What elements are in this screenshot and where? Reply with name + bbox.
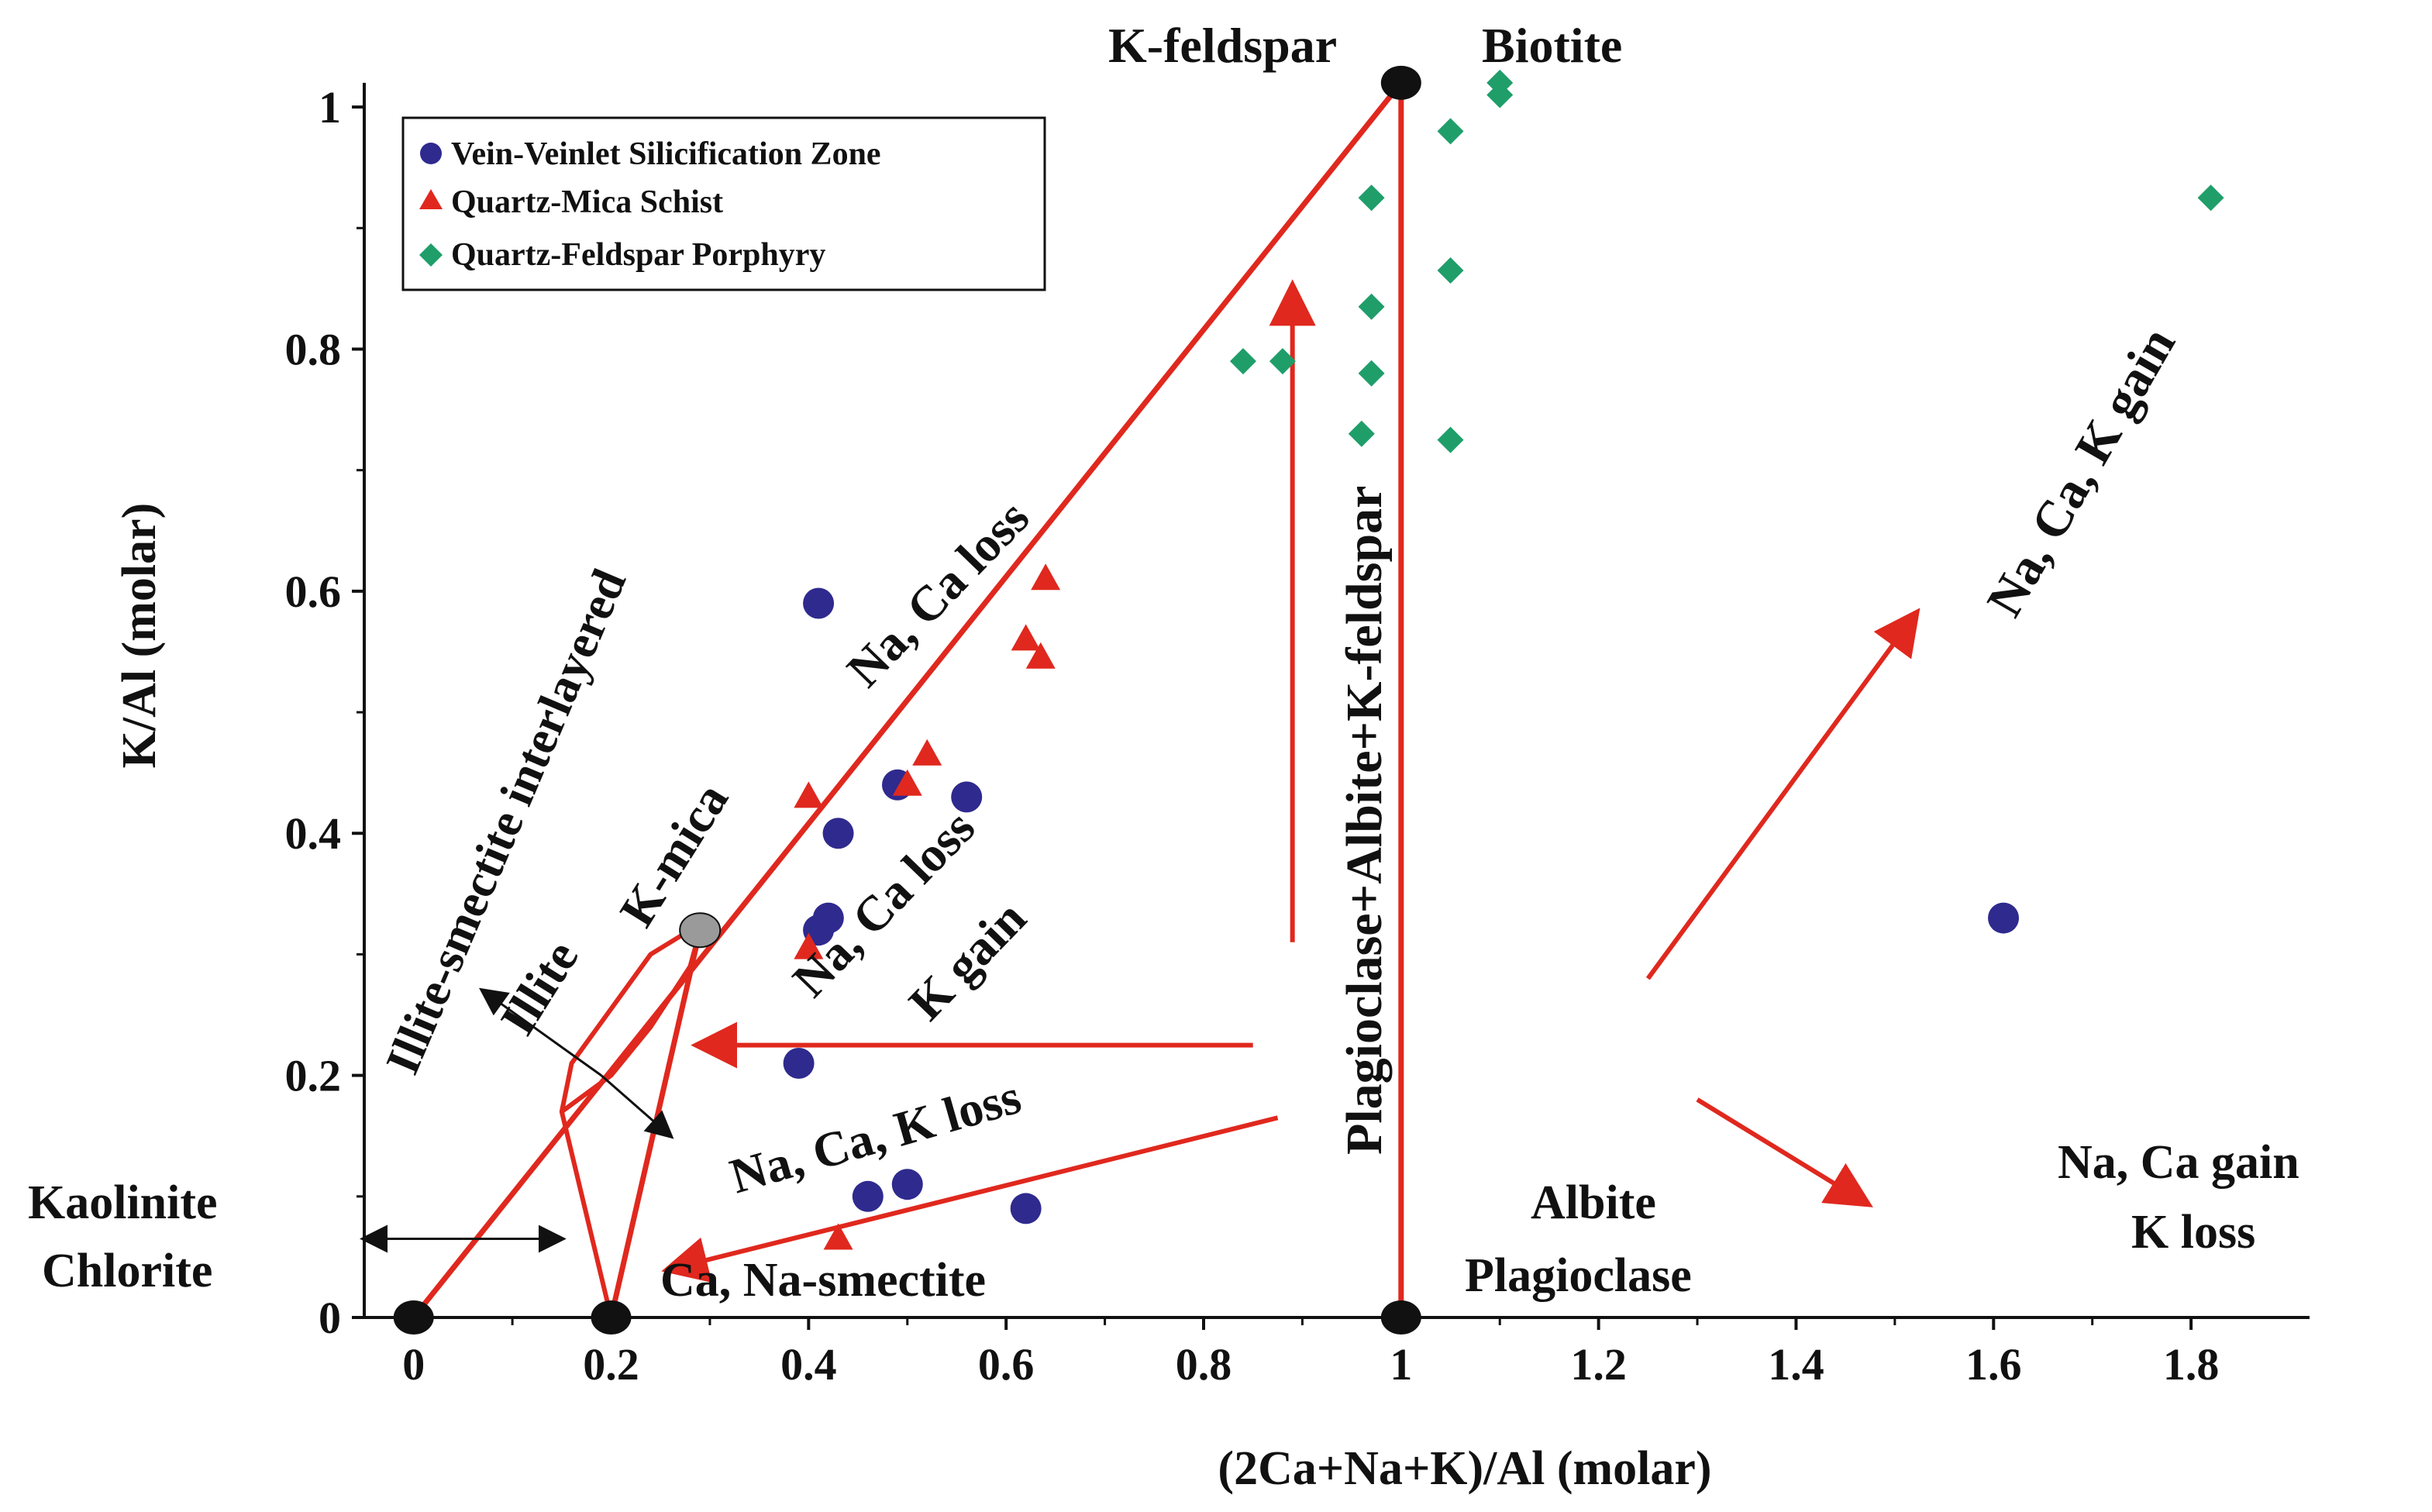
x-tick-label: 0.6 xyxy=(978,1339,1035,1390)
label-plagioclase: Plagioclase xyxy=(1465,1249,1692,1302)
label-illite: Illite xyxy=(490,931,589,1044)
vein-veinlet-point xyxy=(803,587,835,619)
mineral-nodes xyxy=(393,65,1421,1335)
y-tick-label: 0 xyxy=(319,1293,341,1343)
x-tick-label: 0.8 xyxy=(1176,1339,1232,1390)
label-smectite: Ca, Na-smectite xyxy=(660,1254,986,1307)
y-tick-label: 1 xyxy=(319,82,341,133)
mineral-node xyxy=(679,912,722,949)
mineral-node xyxy=(393,1300,434,1335)
label-kaolinite: Kaolinite xyxy=(28,1176,218,1229)
legend-porphyry-marker xyxy=(419,243,443,267)
label-k-mica: K-mica xyxy=(609,773,739,935)
trend-arrows xyxy=(360,279,1920,1283)
legend-vein-label: Vein-Veinlet Silicification Zone xyxy=(451,136,881,172)
x-tick-label: 0.4 xyxy=(780,1339,837,1390)
label-feldspar-trend: Plagioclase+Albite+K-feldspar xyxy=(1336,486,1393,1155)
label-na-ca-loss-k-gain-line2: K gain xyxy=(898,890,1036,1031)
x-axis-label: (2Ca+Na+K)/Al (molar) xyxy=(1218,1442,1711,1495)
quartz-feldspar-porphyry-point xyxy=(1437,257,1464,284)
y-tick-label: 0.2 xyxy=(285,1051,342,1101)
quartz-mica-schist-point xyxy=(823,1223,853,1250)
legend-schist-marker xyxy=(419,189,443,209)
arrow-na-ca-k-gain xyxy=(1645,608,1920,980)
vein-veinlet-point xyxy=(1988,902,2020,934)
arrow-na-ca-gain-k-loss xyxy=(1696,1097,1873,1207)
quartz-feldspar-porphyry-point xyxy=(1437,426,1464,453)
legend-vein-marker xyxy=(420,143,442,164)
quartz-feldspar-porphyry-point xyxy=(1358,360,1385,387)
legend-porphyry-label: Quartz-Feldspar Porphyry xyxy=(451,237,825,273)
x-tick-label: 1 xyxy=(1390,1339,1412,1390)
quartz-feldspar-porphyry-point xyxy=(1437,118,1464,145)
axes: 0 0.2 0.4 0.6 0.8 1 1.2 1.4 1.6 1.8 0 0.2 0.4 0.6 0.8 1 xyxy=(285,82,2310,1390)
quartz-feldspar-porphyry-point xyxy=(1358,184,1385,212)
quartz-feldspar-porphyry-point xyxy=(1269,348,1296,375)
x-tick-label: 1.4 xyxy=(1768,1339,1824,1390)
quartz-feldspar-porphyry-point xyxy=(1229,348,1256,375)
data-points xyxy=(783,69,2224,1250)
label-na-ca-k-gain: Na, Ca, K gain xyxy=(1976,319,2186,626)
y-tick-label: 0.6 xyxy=(285,567,342,617)
x-tick-label: 0.2 xyxy=(583,1339,639,1390)
vein-veinlet-point xyxy=(1010,1193,1042,1224)
arrow-illite-smectite-left xyxy=(479,987,602,1076)
quartz-feldspar-porphyry-point xyxy=(2197,184,2224,212)
legend-schist-label: Quartz-Mica Schist xyxy=(451,184,723,220)
label-na-ca-gain-k-loss-line1: Na, Ca gain xyxy=(2058,1136,2299,1189)
quartz-mica-schist-point xyxy=(794,932,824,959)
mineral-node xyxy=(591,1300,632,1335)
label-albite: Albite xyxy=(1531,1176,1656,1229)
x-tick-label: 1.2 xyxy=(1570,1339,1627,1390)
x-tick-label: 1.6 xyxy=(1965,1339,2022,1390)
x-tick-label: 0 xyxy=(402,1339,425,1390)
quartz-feldspar-porphyry-point xyxy=(1358,293,1385,320)
y-tick-label: 0.4 xyxy=(285,808,342,859)
legend-box xyxy=(401,116,1046,291)
vein-veinlet-point xyxy=(822,818,854,849)
quartz-mica-schist-point xyxy=(912,739,942,766)
label-k-feldspar: K-feldspar xyxy=(1108,18,1337,73)
quartz-mica-schist-point xyxy=(1031,563,1061,591)
y-tick-label: 0.8 xyxy=(285,324,342,374)
quartz-mica-schist-point xyxy=(1025,642,1056,669)
quartz-feldspar-porphyry-point xyxy=(1348,420,1375,447)
vein-veinlet-point xyxy=(951,781,983,813)
vein-veinlet-point xyxy=(812,902,844,934)
arrow-illite-smectite-right xyxy=(600,1074,674,1139)
label-na-ca-gain-k-loss-line2: K loss xyxy=(2131,1206,2255,1259)
vein-veinlet-point xyxy=(852,1180,884,1212)
quartz-mica-schist-point xyxy=(1011,624,1041,651)
quartz-feldspar-porphyry-point xyxy=(1486,81,1514,108)
vein-veinlet-point xyxy=(783,1048,815,1079)
y-axis-label: K/Al (molar) xyxy=(113,503,166,769)
legend: Vein-Veinlet Silicification Zone Quartz-… xyxy=(401,116,1046,291)
label-chlorite: Chlorite xyxy=(42,1245,212,1297)
quartz-mica-schist-point xyxy=(892,769,922,796)
quartz-mica-schist-point xyxy=(794,781,824,808)
label-biotite: Biotite xyxy=(1482,18,1622,73)
x-tick-label: 1.8 xyxy=(2163,1339,2220,1390)
mineral-node xyxy=(1380,1300,1421,1335)
boundary-illite-smectite-inner xyxy=(560,929,703,1114)
vein-veinlet-point xyxy=(891,1169,923,1200)
arrow-to-smectite xyxy=(661,1115,1279,1283)
mineral-node xyxy=(1380,65,1421,100)
